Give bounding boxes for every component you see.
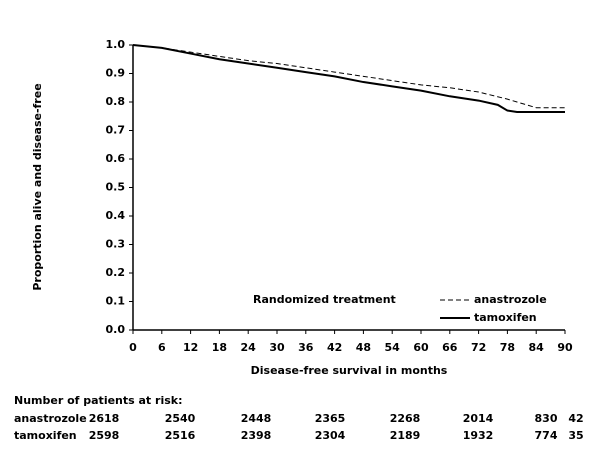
risk-count: 2448 [241, 412, 272, 425]
x-tick-label: 12 [183, 341, 198, 354]
y-tick-label: 0.6 [106, 152, 126, 165]
y-tick-label: 0.1 [106, 295, 126, 308]
x-tick-label: 42 [327, 341, 342, 354]
x-tick-label: 78 [500, 341, 515, 354]
risk-count: 2365 [315, 412, 346, 425]
x-tick-label: 72 [471, 341, 486, 354]
x-tick-label: 6 [158, 341, 166, 354]
legend-title: Randomized treatment [253, 293, 396, 306]
y-tick-label: 0.4 [106, 209, 126, 222]
series-line [132, 44, 565, 109]
x-tick-label: 48 [356, 341, 371, 354]
y-tick-label: 1.0 [106, 38, 126, 51]
y-tick-label: 0.3 [106, 238, 126, 251]
risk-count: 774 [535, 429, 558, 442]
legend-label: anastrozole [474, 293, 547, 306]
risk-row-name: anastrozole [14, 412, 87, 425]
x-axis-label: Disease-free survival in months [251, 364, 448, 377]
risk-count: 1932 [463, 429, 494, 442]
x-tick-label: 36 [298, 341, 314, 354]
legend-label: tamoxifen [474, 311, 537, 324]
risk-count: 2189 [390, 429, 421, 442]
risk-row-name: tamoxifen [14, 429, 77, 442]
risk-count: 2268 [390, 412, 421, 425]
x-tick-label: 18 [212, 341, 227, 354]
risk-count: 2618 [89, 412, 120, 425]
risk-count: 2304 [315, 429, 346, 442]
y-tick-label: 0.2 [106, 266, 126, 279]
x-tick-label: 90 [557, 341, 573, 354]
y-axis-label: Proportion alive and disease-free [31, 83, 44, 290]
risk-count: 42 [568, 412, 583, 425]
risk-count: 2014 [463, 412, 494, 425]
risk-count: 2516 [165, 429, 196, 442]
y-tick-label: 0.0 [106, 323, 126, 336]
x-tick-label: 24 [241, 341, 257, 354]
x-tick-label: 54 [385, 341, 401, 354]
y-tick-label: 0.5 [106, 181, 126, 194]
risk-count: 830 [535, 412, 558, 425]
x-tick-label: 84 [529, 341, 545, 354]
x-tick-label: 0 [129, 341, 137, 354]
risk-count: 2398 [241, 429, 272, 442]
risk-count: 2540 [165, 412, 196, 425]
y-tick-label: 0.7 [106, 124, 126, 137]
risk-count: 2598 [89, 429, 120, 442]
x-tick-label: 66 [442, 341, 458, 354]
x-tick-label: 30 [269, 341, 285, 354]
x-tick-label: 60 [413, 341, 429, 354]
risk-table-title: Number of patients at risk: [14, 394, 182, 407]
y-tick-label: 0.9 [106, 67, 126, 80]
risk-count: 35 [568, 429, 583, 442]
series-line [132, 44, 565, 113]
y-tick-label: 0.8 [106, 95, 126, 108]
